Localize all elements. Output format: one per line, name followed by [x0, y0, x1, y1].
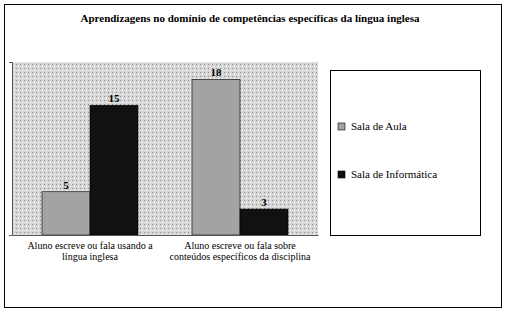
- legend-swatch: [338, 171, 345, 178]
- axis-line: [9, 63, 13, 236]
- tick: Aluno escreve ou fala usando alíngua ing…: [27, 235, 153, 262]
- tick-mark: [9, 62, 12, 63]
- axis-line: [13, 235, 319, 236]
- y-axis: [9, 63, 13, 236]
- tick: [9, 62, 12, 63]
- frame: [5, 5, 502, 308]
- chart: Aprendizagens no domínio de competências…: [0, 0, 506, 312]
- legend-swatch: [338, 123, 345, 130]
- tick: [9, 235, 12, 236]
- tick-mark: [9, 235, 12, 236]
- bars: [42, 79, 288, 235]
- bar: [90, 105, 138, 235]
- legend-box: [331, 71, 481, 236]
- data-label: 18: [211, 66, 223, 78]
- title: Aprendizagens no domínio de competências…: [81, 12, 420, 24]
- legend-label: Sala de Aula: [351, 120, 407, 132]
- bar: [42, 192, 90, 235]
- data-label: 15: [109, 92, 121, 104]
- data-label: 5: [63, 179, 69, 191]
- tick-label: Aluno escreve ou fala sobreconteúdos esp…: [170, 240, 311, 262]
- legend-label: Sala de Informática: [351, 168, 437, 180]
- tick: Aluno escreve ou fala sobreconteúdos esp…: [170, 235, 311, 262]
- data-labels: 5 18 15 3: [63, 66, 267, 208]
- plot-background: [12, 62, 318, 235]
- bar: [240, 209, 288, 235]
- x-axis: Aluno escreve ou fala usando alíngua ing…: [13, 235, 319, 262]
- legend: Sala de Aula Sala de Informática: [331, 71, 481, 236]
- tick-label: Aluno escreve ou fala usando alíngua ing…: [27, 240, 153, 262]
- bar: [192, 79, 240, 235]
- data-label: 3: [261, 196, 267, 208]
